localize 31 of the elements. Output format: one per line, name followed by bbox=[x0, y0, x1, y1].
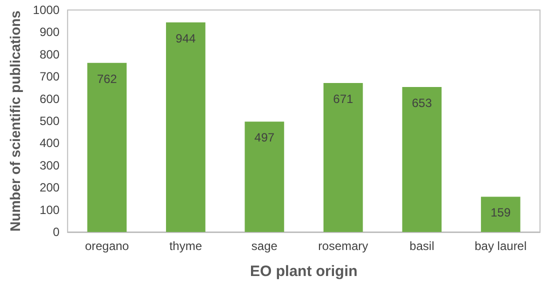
y-tick-label: 0 bbox=[52, 225, 60, 239]
bar bbox=[87, 62, 127, 232]
y-tick-label: 900 bbox=[40, 25, 60, 40]
x-tick-label: rosemary bbox=[318, 239, 368, 253]
y-tick-label: 800 bbox=[40, 47, 60, 62]
y-tick-label: 300 bbox=[40, 158, 60, 172]
y-tick-label: 100 bbox=[40, 202, 60, 217]
y-tick-label: 500 bbox=[40, 114, 60, 128]
x-tick-label: oregano bbox=[84, 239, 130, 253]
x-tick-label: sage bbox=[251, 239, 278, 253]
y-axis-title: Number of scientific publications bbox=[7, 10, 23, 232]
data-label: 653 bbox=[412, 96, 432, 110]
data-label: 671 bbox=[333, 92, 354, 106]
x-tick-label: bay laurel bbox=[474, 239, 527, 253]
x-axis-title: EO plant origin bbox=[250, 263, 358, 280]
y-tick-label: 1000 bbox=[32, 3, 60, 17]
x-tick-label: thyme bbox=[169, 239, 202, 253]
bar bbox=[323, 83, 363, 232]
y-tick-label: 400 bbox=[40, 136, 60, 150]
bar bbox=[402, 87, 442, 232]
data-label: 944 bbox=[176, 31, 196, 46]
x-tick-label: basil bbox=[410, 239, 434, 253]
data-label: 497 bbox=[254, 130, 275, 145]
y-tick-label: 600 bbox=[40, 92, 60, 106]
y-tick-label: 700 bbox=[40, 70, 60, 84]
bar bbox=[480, 196, 520, 232]
bar bbox=[166, 22, 206, 232]
data-label: 159 bbox=[490, 206, 511, 220]
y-tick-label: 200 bbox=[40, 180, 60, 195]
bar bbox=[244, 122, 284, 232]
data-label: 762 bbox=[96, 72, 118, 86]
